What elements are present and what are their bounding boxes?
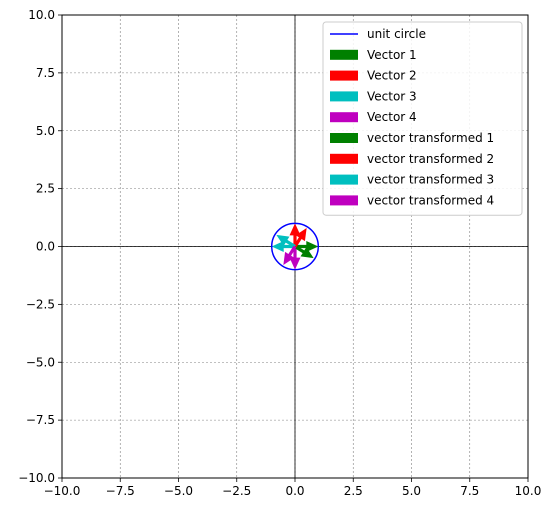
legend-label: vector transformed 2 bbox=[367, 152, 494, 166]
legend-label: unit circle bbox=[367, 27, 426, 41]
vector-arrow-4 bbox=[289, 246, 301, 270]
y-tick-label: −5.0 bbox=[26, 355, 55, 369]
vector-arrow-5 bbox=[294, 245, 314, 259]
legend-patch-swatch bbox=[330, 195, 358, 206]
x-tick-label: −7.5 bbox=[106, 484, 135, 498]
y-tick-label: 0.0 bbox=[36, 240, 55, 254]
y-tick-label: −2.5 bbox=[26, 297, 55, 311]
legend-label: vector transformed 1 bbox=[367, 131, 494, 145]
x-tick-label: −10.0 bbox=[44, 484, 81, 498]
legend: unit circle Vector 1 Vector 2 Vector 3 Vecto… bbox=[322, 21, 523, 216]
y-tick-label: 5.0 bbox=[36, 124, 55, 138]
x-tick-label: −2.5 bbox=[222, 484, 251, 498]
vector-arrow-6 bbox=[293, 227, 307, 248]
vector-arrow-1 bbox=[295, 241, 319, 252]
legend-patch-swatch bbox=[330, 91, 358, 102]
legend-label: Vector 3 bbox=[367, 89, 417, 103]
unit-circle bbox=[270, 222, 320, 271]
y-tick-label: −7.5 bbox=[26, 413, 55, 427]
legend-label: vector transformed 4 bbox=[367, 193, 494, 207]
vector-arrow-2 bbox=[289, 223, 301, 247]
vector-arrow-8 bbox=[283, 245, 297, 266]
y-tick-label: 10.0 bbox=[28, 8, 55, 22]
y-tick-label: −10.0 bbox=[18, 471, 55, 485]
vectors bbox=[271, 223, 319, 270]
legend-label: vector transformed 3 bbox=[367, 173, 494, 187]
x-tick-label: 0.0 bbox=[285, 484, 304, 498]
legend-patch-swatch bbox=[330, 112, 358, 123]
legend-patch-swatch bbox=[330, 174, 358, 185]
vector-arrow-3 bbox=[271, 241, 295, 252]
unit-circle-layer bbox=[270, 222, 320, 271]
legend-box bbox=[322, 21, 523, 216]
y-tick-label: 7.5 bbox=[36, 66, 55, 80]
x-tick-label: −5.0 bbox=[164, 484, 193, 498]
y-tick-label: 2.5 bbox=[36, 182, 55, 196]
legend-label: Vector 2 bbox=[367, 69, 417, 83]
legend-label: Vector 4 bbox=[367, 110, 417, 124]
x-tick-label: 5.0 bbox=[402, 484, 421, 498]
legend-patch-swatch bbox=[330, 133, 358, 143]
legend-patch-swatch bbox=[330, 70, 358, 81]
legend-label: Vector 1 bbox=[367, 48, 417, 62]
legend-patch-swatch bbox=[330, 153, 358, 164]
x-tick-label: 2.5 bbox=[344, 484, 363, 498]
x-tick-label: 7.5 bbox=[460, 484, 479, 498]
ticks: −10.0 −7.5 −5.0 −2.5 0.0 2.5 5.0 7.5 10.0 10.0 7.5… bbox=[18, 8, 541, 498]
vector-arrow-7 bbox=[276, 234, 296, 248]
x-tick-label: 10.0 bbox=[515, 484, 542, 498]
legend-patch-swatch bbox=[330, 49, 358, 60]
